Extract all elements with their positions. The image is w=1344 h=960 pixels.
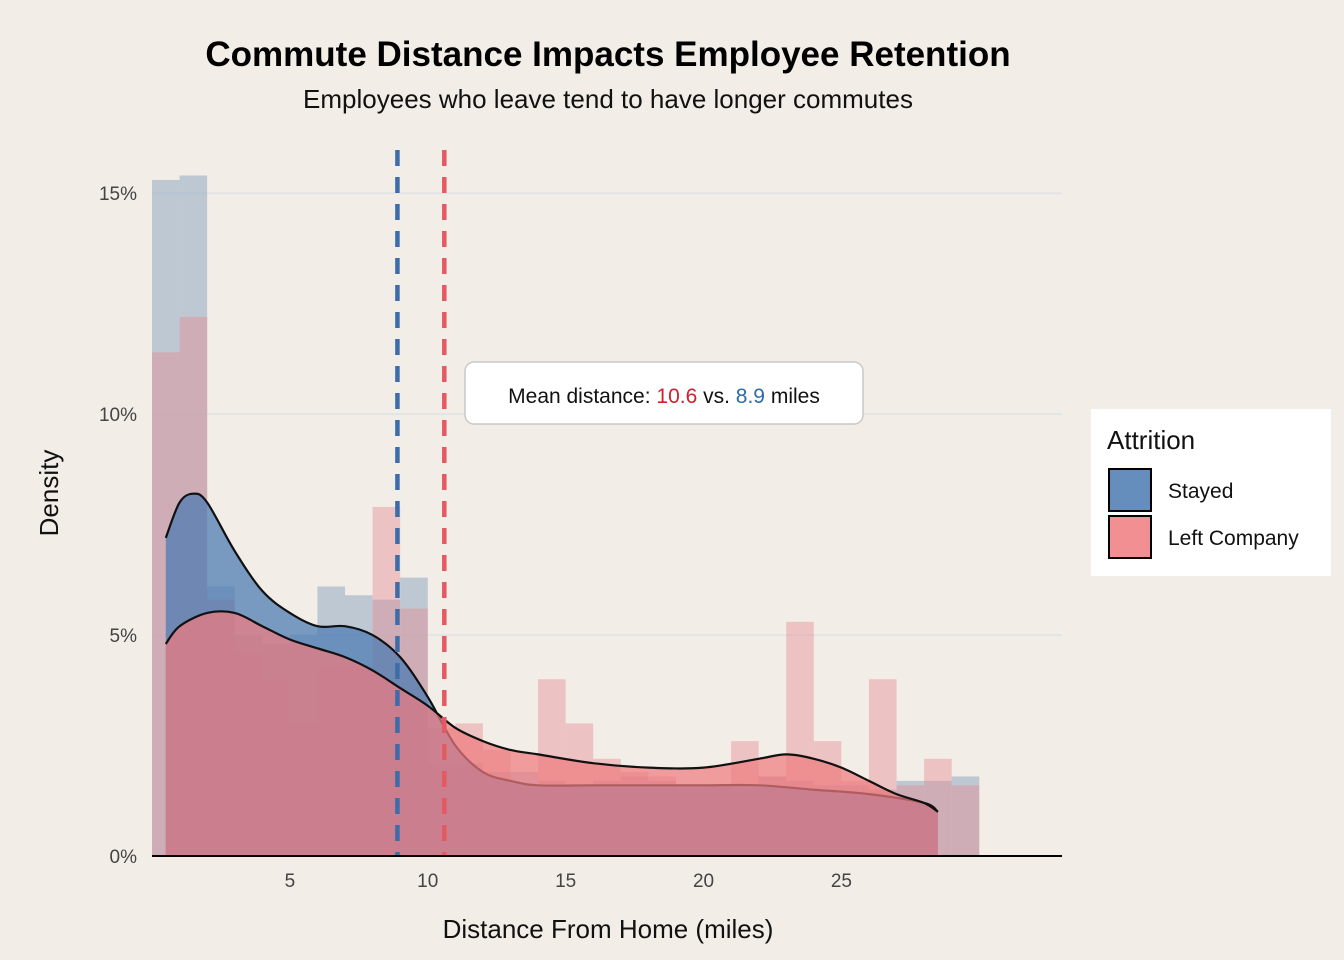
- annotation-suffix: miles: [765, 385, 820, 408]
- annotation-box: [464, 361, 864, 425]
- legend-title: Attrition: [1107, 425, 1195, 455]
- y-tick-label: 15%: [99, 184, 137, 205]
- mean-annotation: Mean distance: 10.6 vs. 8.9 miles: [464, 361, 864, 425]
- y-axis-title: Density: [34, 450, 64, 537]
- y-tick-label: 0%: [110, 847, 138, 868]
- legend: Attrition Stayed Left Company: [1091, 409, 1331, 576]
- y-ticks: 0% 5% 10% 15%: [99, 184, 137, 868]
- x-axis-title: Distance From Home (miles): [443, 914, 774, 944]
- annotation-left-mean: 10.6: [656, 385, 697, 408]
- legend-label-left: Left Company: [1168, 527, 1299, 550]
- x-tick-label: 25: [831, 871, 852, 892]
- annotation-text: Mean distance: 10.6 vs. 8.9 miles: [508, 385, 820, 408]
- stayed-bar: [951, 776, 980, 856]
- legend-swatch-left: [1108, 515, 1152, 559]
- density-curves: [164, 492, 939, 856]
- left-density-area: [165, 611, 938, 856]
- x-tick-label: 20: [693, 871, 714, 892]
- x-tick-label: 15: [555, 871, 576, 892]
- x-tick-label: 5: [285, 871, 296, 892]
- annotation-prefix: Mean distance:: [508, 385, 656, 408]
- y-tick-label: 5%: [110, 626, 138, 647]
- left-density-line: [164, 610, 939, 813]
- annotation-middle: vs.: [697, 385, 736, 408]
- left-bar: [951, 785, 980, 856]
- legend-swatch-stayed: [1108, 468, 1152, 512]
- x-tick-label: 10: [417, 871, 438, 892]
- annotation-stayed-mean: 8.9: [736, 385, 765, 408]
- legend-label-stayed: Stayed: [1168, 480, 1233, 503]
- chart-title: Commute Distance Impacts Employee Retent…: [205, 35, 1010, 74]
- chart-subtitle: Employees who leave tend to have longer …: [303, 84, 913, 114]
- mean-lines: [395, 150, 447, 856]
- x-ticks: 5 10 15 20 25: [285, 871, 852, 892]
- y-tick-label: 10%: [99, 405, 137, 426]
